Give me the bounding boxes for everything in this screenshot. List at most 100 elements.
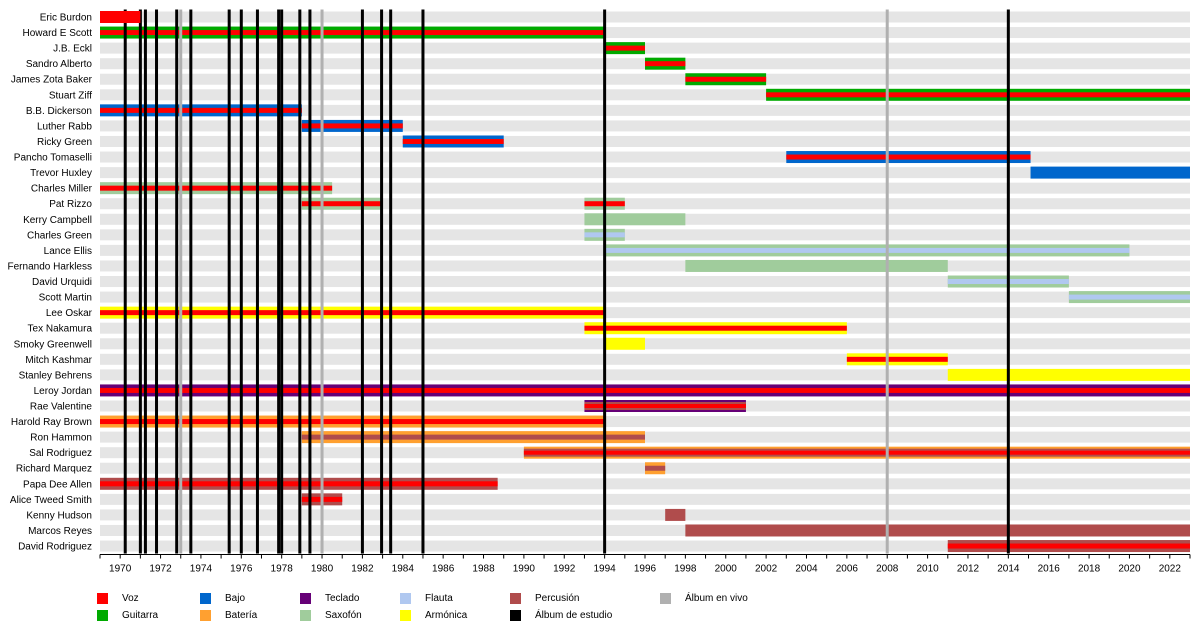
member-bar — [786, 151, 1031, 164]
studio-album-line — [123, 9, 127, 554]
row-background — [100, 229, 1190, 241]
bar-percusion — [645, 465, 666, 471]
studio-album-line — [389, 9, 393, 554]
row-background — [100, 524, 1190, 536]
x-tick-label: 1990 — [513, 564, 536, 575]
legend-swatch — [510, 593, 521, 604]
member-bar — [685, 73, 767, 86]
member-bar — [584, 213, 686, 226]
member-label: Trevor Huxley — [30, 168, 92, 179]
row-background — [100, 509, 1190, 521]
member-label: Alice Tweed Smith — [10, 495, 92, 506]
legend-label: Guitarra — [122, 610, 159, 621]
member-bar — [100, 415, 605, 428]
member-label: Harold Ray Brown — [11, 417, 92, 428]
member-label: Leroy Jordan — [34, 386, 92, 397]
bar-voz — [100, 107, 302, 113]
row-background — [100, 182, 1190, 194]
studio-album-line — [138, 9, 142, 554]
member-label: Tex Nakamura — [28, 324, 93, 335]
bar-voz — [846, 356, 948, 362]
row-background — [100, 135, 1190, 147]
legend-label: Álbum en vivo — [685, 593, 748, 604]
legend-swatch — [97, 610, 108, 621]
member-bar — [301, 431, 645, 444]
studio-album-line — [308, 9, 312, 554]
row-background — [100, 307, 1190, 319]
x-tick-label: 1998 — [674, 564, 697, 575]
x-tick-label: 1980 — [311, 564, 334, 575]
x-tick-label: 1984 — [392, 564, 415, 575]
studio-album-line — [239, 9, 243, 554]
row-background — [100, 120, 1190, 132]
member-label: Smoky Greenwell — [14, 339, 92, 350]
legend-label: Percusión — [535, 593, 580, 604]
row-background — [100, 353, 1190, 365]
row-background — [100, 11, 1190, 23]
bar-voz — [100, 11, 141, 23]
x-tick-label: 1976 — [230, 564, 253, 575]
member-labels: Eric Burdon Howard E Scott J.B. Eckl Sandro… — [8, 13, 93, 553]
row-background — [100, 27, 1190, 39]
bar-voz — [100, 30, 605, 36]
studio-album-line — [360, 9, 364, 554]
row-background — [100, 151, 1190, 163]
x-tick-label: 2012 — [957, 564, 980, 575]
legend-swatch — [200, 610, 211, 621]
member-label: Richard Marquez — [16, 464, 92, 475]
live-album-line — [179, 9, 183, 554]
legend-swatch — [300, 593, 311, 604]
x-tick-label: 1978 — [271, 564, 294, 575]
row-background — [100, 540, 1190, 552]
bar-armonica — [947, 368, 1190, 381]
album-lines — [123, 9, 1010, 554]
legend-swatch — [200, 593, 211, 604]
bar-voz — [766, 92, 1190, 98]
bar-voz — [100, 419, 605, 425]
member-bar — [1030, 166, 1190, 179]
member-bar — [100, 306, 605, 319]
member-label: Kerry Campbell — [23, 215, 92, 226]
member-label: Stuart Ziff — [49, 90, 92, 101]
legend-label: Bajo — [225, 593, 246, 604]
x-tick-label: 1986 — [432, 564, 455, 575]
studio-album-line — [603, 9, 607, 554]
x-tick-label: 1992 — [553, 564, 576, 575]
studio-album-line — [155, 9, 159, 554]
x-tick-label: 2004 — [795, 564, 818, 575]
legend-label: Teclado — [325, 593, 360, 604]
member-bar — [100, 104, 302, 117]
studio-album-line — [421, 9, 425, 554]
legend-item-album_vivo: Álbum en vivo — [660, 593, 748, 604]
member-bar — [947, 540, 1190, 553]
member-bar — [604, 42, 645, 55]
member-label: Sandro Alberto — [26, 59, 93, 70]
studio-album-line — [175, 9, 179, 554]
member-bar — [301, 119, 403, 132]
bar-voz — [100, 185, 333, 191]
row-background — [100, 291, 1190, 303]
member-label: Stanley Behrens — [19, 370, 92, 381]
bar-voz — [301, 123, 403, 129]
bar-voz — [523, 450, 1190, 455]
live-album-line — [320, 9, 324, 554]
bar-saxofon — [685, 259, 948, 272]
legend-label: Armónica — [425, 610, 468, 621]
studio-album-line — [189, 9, 193, 554]
studio-album-line — [280, 9, 284, 554]
studio-album-line — [298, 9, 302, 554]
member-label: James Zota Baker — [11, 75, 93, 86]
bar-voz — [947, 543, 1190, 549]
member-bar — [301, 197, 383, 210]
row-background — [100, 260, 1190, 272]
legend: Voz Guitarra Bajo Batería Teclado Saxofón Flau… — [0, 590, 1200, 630]
legend-swatch — [400, 593, 411, 604]
bar-voz — [645, 61, 686, 67]
member-label: Luther Rabb — [37, 121, 92, 132]
member-bar — [402, 135, 504, 148]
x-tick-label: 2014 — [997, 564, 1020, 575]
bar-armonica — [604, 337, 645, 350]
row-background — [100, 276, 1190, 288]
legend-label: Flauta — [425, 593, 453, 604]
x-axis: 1970 1972 1974 1976 1978 1980 1982 1984 1986 1988… — [99, 554, 1191, 575]
